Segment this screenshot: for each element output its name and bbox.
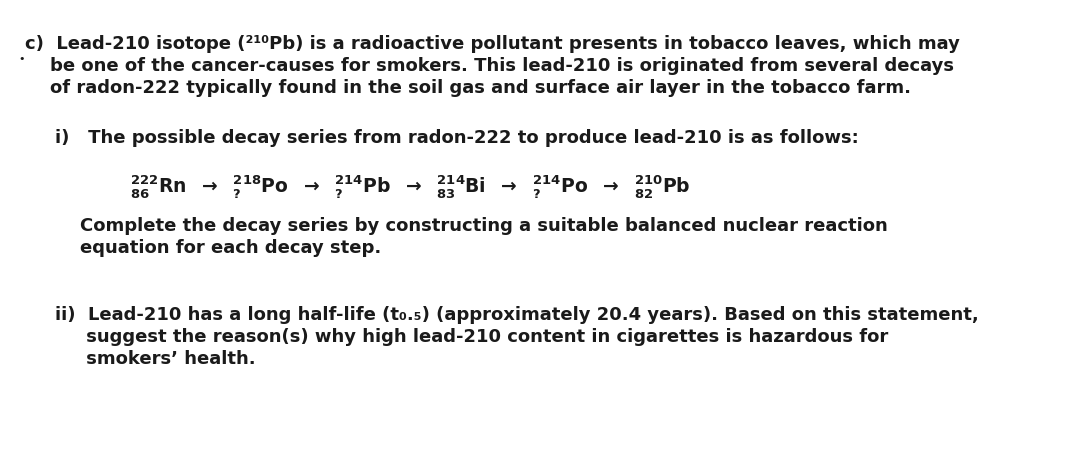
Text: Complete the decay series by constructing a suitable balanced nuclear reaction: Complete the decay series by constructin…: [80, 217, 888, 235]
Text: of radon-222 typically found in the soil gas and surface air layer in the tobacc: of radon-222 typically found in the soil…: [25, 79, 912, 97]
Text: smokers’ health.: smokers’ health.: [55, 349, 256, 367]
Text: ii)  Lead-210 has a long half-life (t₀.₅) (approximately 20.4 years). Based on t: ii) Lead-210 has a long half-life (t₀.₅)…: [55, 306, 978, 323]
Text: be one of the cancer-causes for smokers. This lead-210 is originated from severa: be one of the cancer-causes for smokers.…: [25, 57, 954, 75]
Text: equation for each decay step.: equation for each decay step.: [80, 238, 381, 257]
Text: •: •: [18, 54, 25, 64]
Text: $\mathbf{^{222}_{86}}$$\mathbf{Rn}$  $\mathbf{\rightarrow}$  $\mathbf{^{218}_{?}: $\mathbf{^{222}_{86}}$$\mathbf{Rn}$ $\ma…: [130, 173, 690, 199]
Text: i)   The possible decay series from radon-222 to produce lead-210 is as follows:: i) The possible decay series from radon-…: [55, 129, 859, 147]
Text: suggest the reason(s) why high lead-210 content in cigarettes is hazardous for: suggest the reason(s) why high lead-210 …: [55, 327, 888, 345]
Text: c)  Lead-210 isotope (²¹⁰Pb) is a radioactive pollutant presents in tobacco leav: c) Lead-210 isotope (²¹⁰Pb) is a radioac…: [25, 35, 960, 53]
